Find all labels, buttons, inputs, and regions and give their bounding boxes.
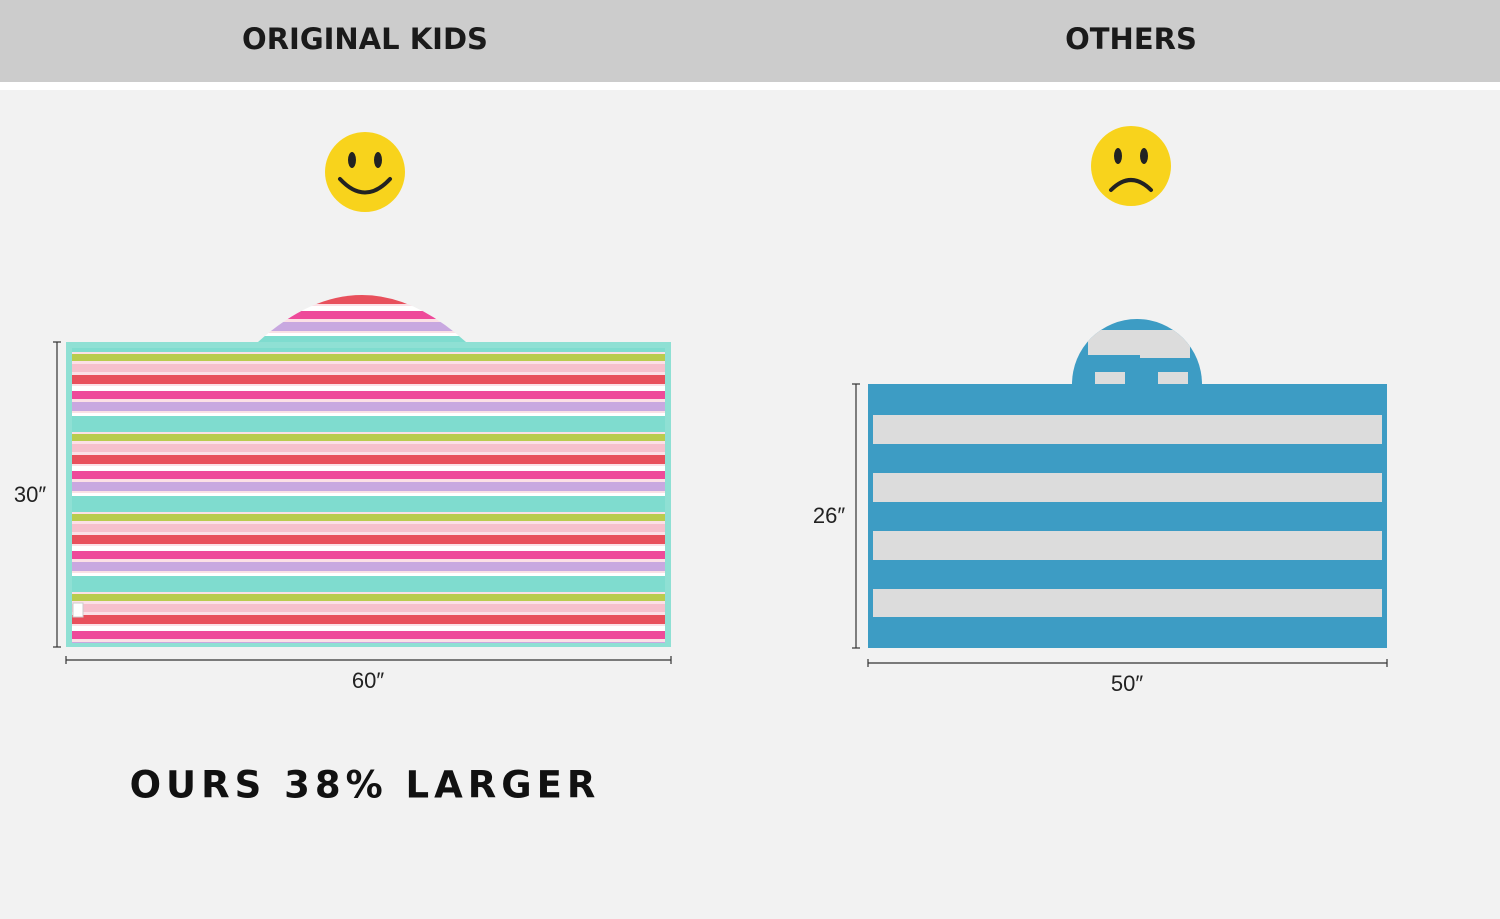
left-height-label: 30″ [14,482,46,507]
sad-face [1091,126,1171,206]
happy-face [325,132,405,212]
dimension-lines [53,341,1388,667]
left-heading: ORIGINAL KIDS [242,22,488,56]
header-bar [0,0,1500,82]
tagline: OURS 38% LARGER [130,764,601,807]
right-heading: OTHERS [1065,22,1197,56]
right-towel [868,319,1387,648]
header-divider [0,82,1500,90]
left-towel [66,295,671,647]
right-height-label: 26″ [813,503,845,528]
left-width-label: 60″ [352,668,384,693]
right-width-label: 50″ [1111,671,1143,696]
